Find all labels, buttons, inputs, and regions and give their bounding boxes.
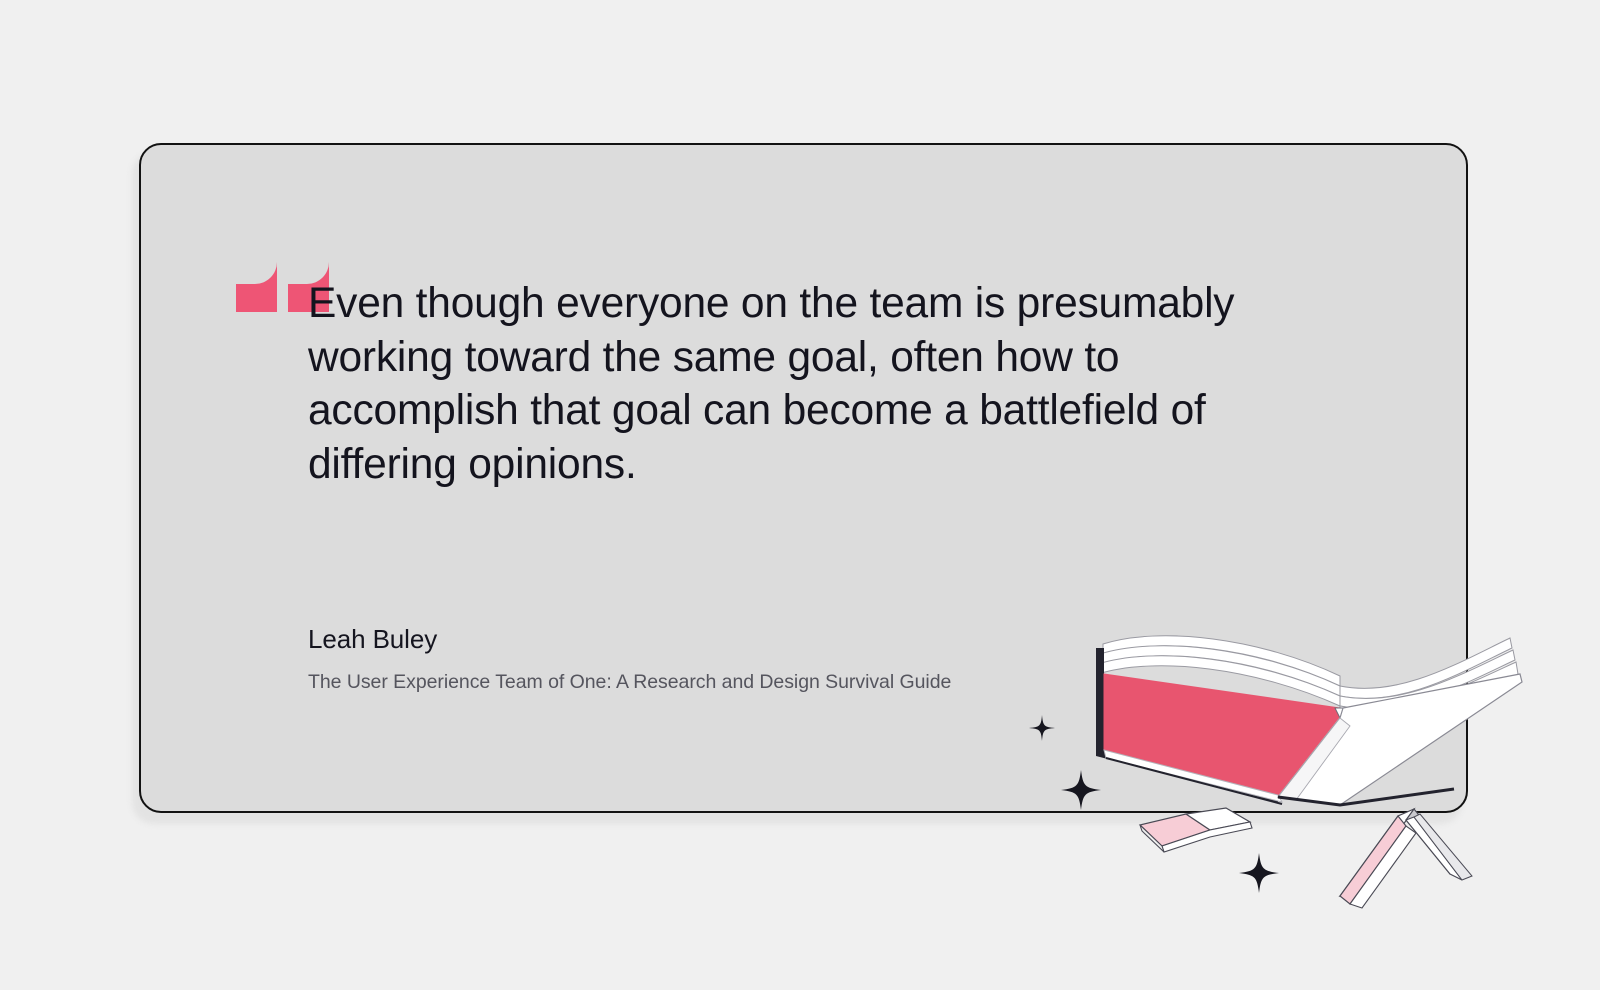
source-title: The User Experience Team of One: A Resea… [308,671,952,693]
quote-mark-glyph-left [236,230,277,312]
attribution: Leah Buley The User Experience Team of O… [308,623,1128,695]
author-name: Leah Buley [308,624,438,654]
sparkle-bottom [1239,853,1279,893]
quote-open-mark-icon [236,230,331,312]
quote-text: Even though everyone on the team is pres… [308,280,1235,488]
quote-card: Even though everyone on the team is pres… [139,143,1468,813]
quote-mark-glyph-right [288,230,329,312]
